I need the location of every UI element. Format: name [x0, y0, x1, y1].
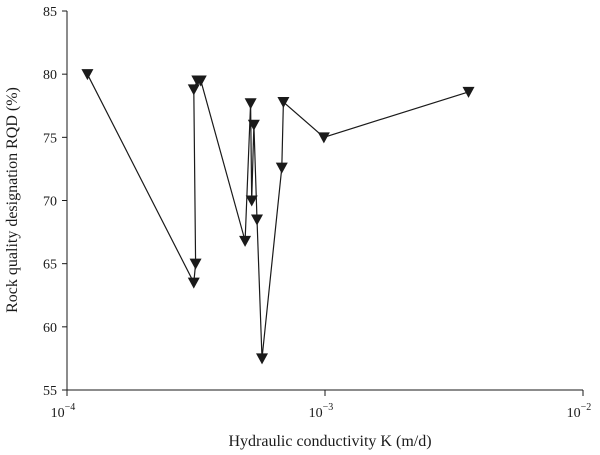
y-tick-label: 80 [43, 68, 57, 83]
y-tick-label: 65 [43, 258, 57, 273]
data-point-marker [187, 84, 200, 96]
data-point-marker [247, 119, 260, 131]
y-axis-title: Rock quality designation RQD (%) [4, 87, 21, 313]
x-tick-label: 10−4 [51, 402, 76, 421]
y-tick-label: 55 [43, 384, 57, 399]
data-point-marker [245, 195, 258, 207]
data-point-marker [239, 235, 252, 247]
data-point-marker [189, 258, 202, 270]
y-tick-label: 85 [43, 5, 57, 20]
x-tick-label: 10−3 [309, 402, 334, 421]
data-point-marker [277, 96, 290, 108]
plot-series [86, 73, 469, 359]
data-point-marker [81, 69, 94, 81]
data-point-marker [187, 277, 200, 289]
y-ticks: 55 60 65 70 75 80 85 [43, 5, 67, 399]
data-point-marker [275, 162, 288, 174]
data-point-marker [194, 75, 207, 87]
data-point-marker [462, 86, 475, 98]
data-point-marker [244, 98, 257, 110]
x-ticks: 10−4 10−3 10−2 [51, 390, 592, 421]
data-point-marker [256, 353, 269, 365]
y-tick-label: 70 [43, 195, 57, 210]
x-tick-label: 10−2 [567, 402, 592, 421]
data-point-marker [250, 214, 263, 226]
y-tick-label: 60 [43, 321, 57, 336]
x-axis-title: Hydraulic conductivity K (m/d) [228, 433, 431, 450]
y-tick-label: 75 [43, 131, 57, 146]
data-point-marker [317, 132, 330, 144]
axes [66, 11, 583, 391]
markers [81, 69, 475, 365]
series-line [86, 73, 469, 359]
